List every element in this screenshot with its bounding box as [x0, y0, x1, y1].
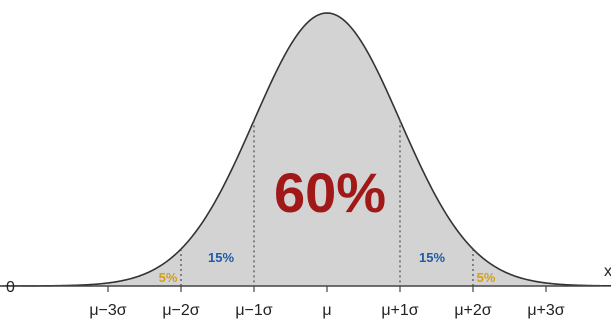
x-tick-label-2: μ−1σ	[235, 302, 272, 319]
x-tick-label-5: μ+2σ	[454, 302, 491, 319]
region-label-3: 15%	[419, 250, 445, 265]
curve-line	[0, 12, 611, 287]
region-label-4: 5%	[477, 270, 496, 285]
area-layer	[0, 12, 611, 287]
x-tick-label-3: μ	[322, 302, 331, 319]
region-label-1: 15%	[208, 250, 234, 265]
x-tick-label-0: μ−3σ	[89, 302, 126, 319]
label-layer: 5% 15% 60% 15% 5%	[159, 161, 496, 285]
axis-layer: μ−3σ μ−2σ μ−1σ μ μ+1σ μ+2σ μ+3σ 0 x	[6, 263, 611, 319]
curve-fill	[0, 13, 611, 286]
region-label-2: 60%	[274, 161, 386, 224]
boundary-layer	[180, 120, 474, 286]
x-tick-label-1: μ−2σ	[162, 302, 199, 319]
region-label-0: 5%	[159, 270, 178, 285]
x-axis-edge-label: x	[604, 263, 611, 280]
x-tick-label-4: μ+1σ	[381, 302, 418, 319]
x-tick-label-6: μ+3σ	[527, 302, 564, 319]
y-axis-edge-label: 0	[6, 279, 15, 296]
